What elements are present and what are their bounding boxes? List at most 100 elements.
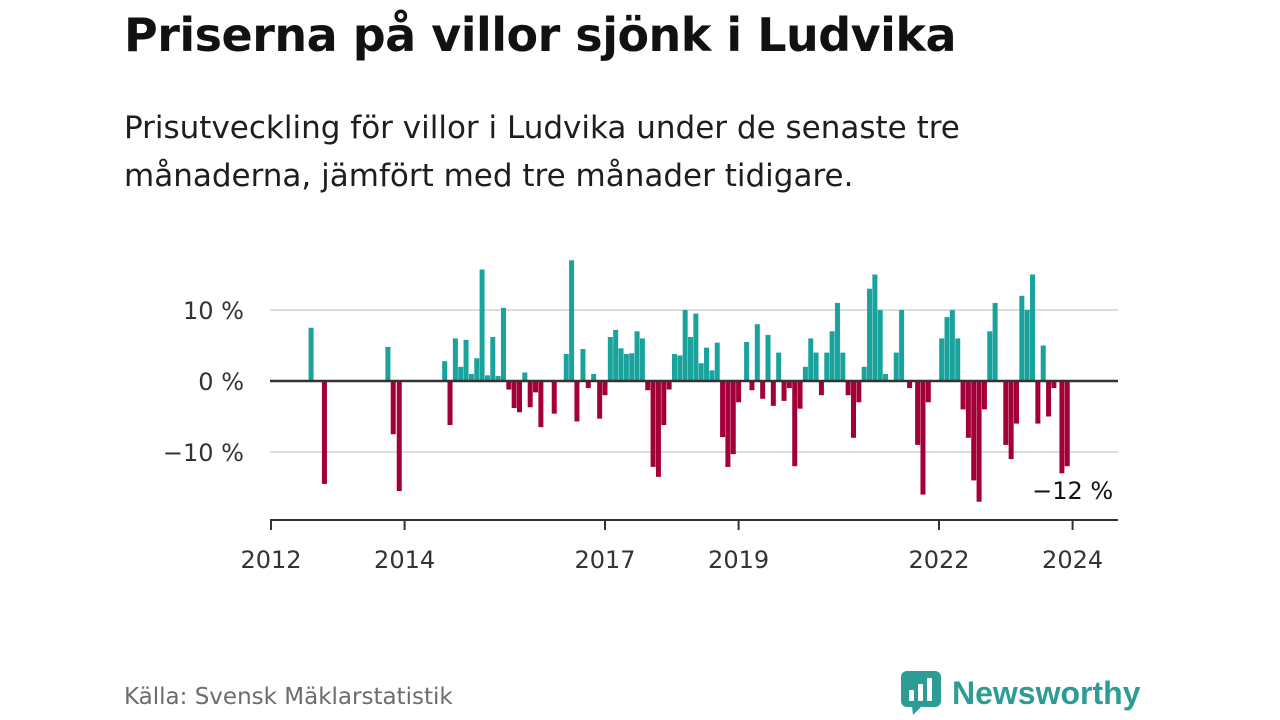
bar [808,338,814,381]
bar [949,310,955,381]
y-tick-label: −10 % [163,439,244,467]
bar [522,372,528,381]
bar [308,327,314,381]
bar [760,381,766,399]
brand-name: Newsworthy [952,674,1141,711]
x-tick-label: 2014 [374,546,435,574]
bar [824,352,830,381]
bar [987,331,993,381]
bar [770,381,776,406]
bar [682,310,688,381]
bar [650,381,656,467]
brand-logo: Newsworthy [900,670,1140,716]
bar [939,338,945,381]
bar [468,373,474,381]
bar [1035,381,1041,424]
bar [1046,381,1052,417]
bar [818,381,824,396]
bar [850,381,856,438]
bar [551,381,557,414]
bar [447,381,453,426]
bar [915,381,921,445]
bar [709,370,715,381]
bar [1013,381,1019,424]
bar [1019,295,1025,381]
x-tick-label: 2017 [574,546,635,574]
source-note: Källa: Svensk Mäklarstatistik [124,684,453,710]
bar [634,331,640,381]
bar [960,381,966,410]
bar [693,313,699,381]
bar [704,347,710,381]
x-tick-label: 2022 [908,546,969,574]
newsworthy-logo-icon [901,671,941,715]
bar [602,381,608,396]
bar [390,381,396,435]
bar [1008,381,1014,460]
bar [618,348,624,381]
bar [992,302,998,381]
bar [714,342,720,381]
bar [1051,381,1057,389]
y-tick-label: 0 % [198,368,244,396]
x-tick-label: 2019 [708,546,769,574]
bar [976,381,982,502]
bar [786,381,792,389]
bar [883,373,889,381]
bar [802,366,808,381]
bar [511,381,517,408]
bar [591,373,597,381]
bar [613,329,619,381]
bar [639,338,645,381]
bar [845,381,851,396]
bar [920,381,926,495]
bar [725,381,731,467]
bar [792,381,798,467]
bar [877,310,883,381]
bar [797,381,803,409]
bar [500,307,506,381]
bar [1030,274,1036,381]
bar [533,381,539,393]
bar [749,381,755,391]
bar [655,381,661,477]
bar [563,354,569,381]
bar [1024,310,1030,381]
x-tick-label: 2024 [1042,546,1103,574]
bar [479,269,485,381]
bar [965,381,971,438]
bar [834,302,840,381]
bar [661,381,667,426]
bar [474,358,480,381]
bar [781,381,787,401]
chart-subtitle: Prisutveckling för villor i Ludvika unde… [124,110,960,194]
bar [981,381,987,410]
bar [506,381,512,390]
bar [840,352,846,381]
bar [597,381,603,419]
bar [463,339,469,381]
bar [872,274,878,381]
bar [574,381,580,422]
bar [442,361,448,381]
bar [1064,381,1070,467]
y-tick-label: 10 % [183,297,244,325]
bar [925,381,931,403]
bar [971,381,977,481]
bar [666,381,672,390]
bar [736,381,742,403]
bar [396,381,402,492]
bar [569,260,575,381]
bar [720,381,726,438]
bar [813,352,819,381]
bar [867,288,873,381]
bar [765,334,771,381]
bar [955,338,961,381]
bar [907,381,913,389]
bar [452,338,458,381]
bar [744,341,750,381]
bar [458,366,464,381]
bar [321,381,327,484]
chart-title: Priserna på villor sjönk i Ludvika [124,8,957,62]
bar [698,363,704,381]
